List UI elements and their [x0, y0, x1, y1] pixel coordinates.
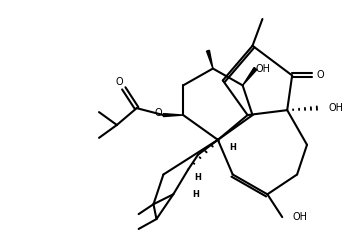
Text: H: H [193, 190, 200, 199]
Polygon shape [243, 67, 257, 85]
Text: O: O [155, 108, 162, 118]
Text: O: O [317, 70, 325, 80]
Text: H: H [194, 173, 201, 182]
Polygon shape [163, 114, 183, 117]
Text: H: H [229, 143, 236, 152]
Polygon shape [207, 50, 213, 69]
Text: O: O [115, 77, 122, 87]
Text: OH: OH [329, 103, 344, 113]
Text: OH: OH [255, 63, 271, 74]
Text: OH: OH [292, 212, 307, 222]
